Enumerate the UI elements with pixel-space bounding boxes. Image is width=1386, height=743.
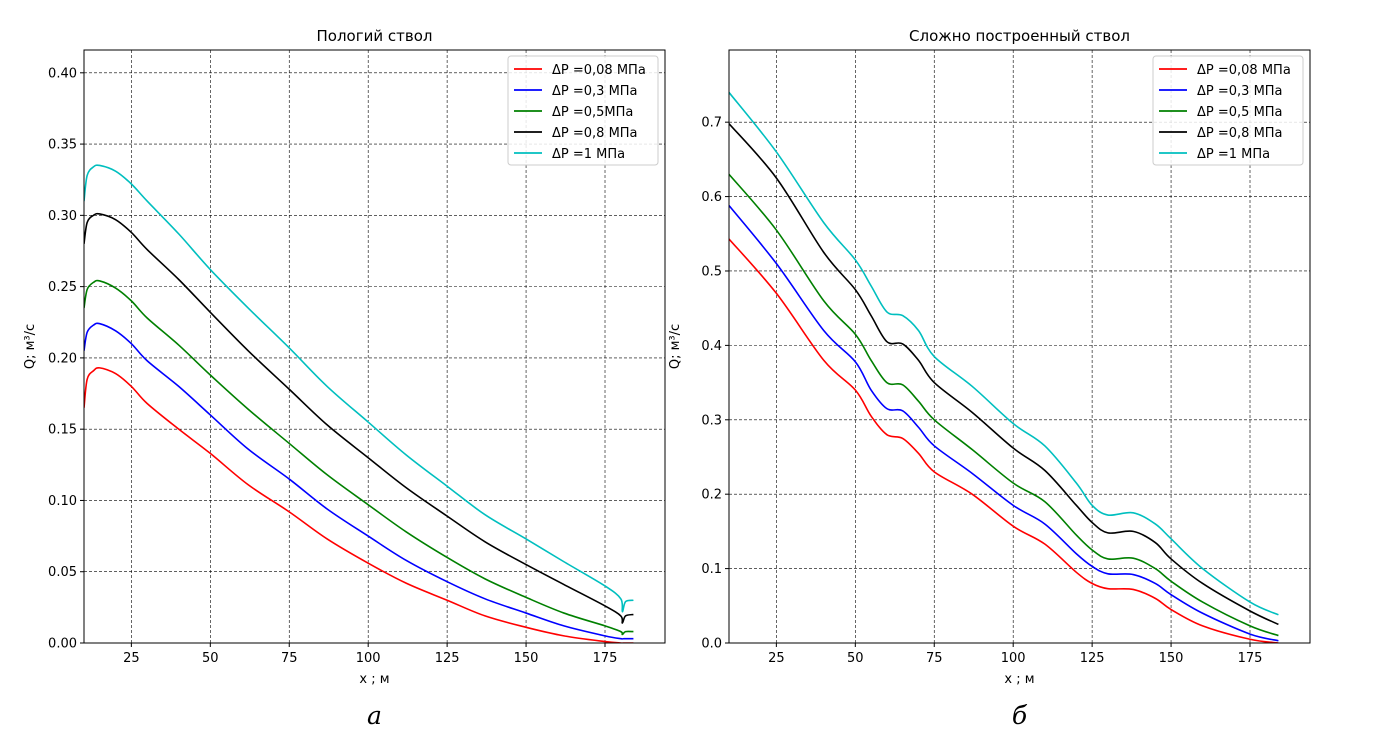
y-tick-label: 0.30	[48, 209, 77, 224]
x-tick-label: 100	[1001, 651, 1026, 666]
y-tick-label: 0.6	[701, 190, 722, 205]
chart-2: 25 50 75 100 125 150 175 0.0 0.1 0.2 0.3 0.4 0.5 0.6 0…	[668, 27, 1311, 730]
legend-label: ΔP =0,5 МПа	[1197, 105, 1283, 120]
y-tick-label: 0.25	[48, 280, 77, 295]
x-tick-label: 100	[356, 651, 381, 666]
x-tick-label: 25	[123, 651, 140, 666]
x-axis-label: x ; м	[359, 672, 389, 687]
series-line-5	[84, 164, 634, 613]
legend-frame	[507, 55, 659, 166]
x-tick-label: 150	[514, 651, 539, 666]
y-tick-label: 0.15	[48, 423, 77, 438]
x-tick-label: 25	[768, 651, 785, 666]
x-tick-label: 50	[847, 651, 864, 666]
x-tick-label: 75	[281, 651, 298, 666]
x-axis-label: x ; м	[1004, 672, 1034, 687]
x-tick-label: 175	[1238, 651, 1263, 666]
plot-frame	[728, 49, 1311, 644]
x-tick-label: 175	[593, 651, 618, 666]
legend-label: ΔP =0,3 МПа	[552, 84, 638, 99]
legend-label: ΔP =0,3 МПа	[1197, 84, 1283, 99]
y-axis-label: Q; м³/с	[668, 324, 683, 369]
chart-title: Сложно построенный ствол	[909, 27, 1130, 45]
subfigure-label: б	[1012, 701, 1028, 730]
legend-label: ΔP =0,8 МПа	[1197, 126, 1283, 141]
series-line-2	[729, 204, 1279, 642]
y-tick-label: 0.0	[701, 637, 722, 652]
chart-1: 25 50 75 100 125 150 175 0.00 0.05 0.10 0.15 0.20 0.…	[23, 27, 666, 730]
y-tick-label: 0.2	[701, 488, 722, 503]
legend-label: ΔP =0,5МПа	[552, 105, 633, 120]
y-tick-label: 0.35	[48, 138, 77, 153]
x-tick-label: 50	[202, 651, 219, 666]
plot-frame	[83, 49, 666, 644]
x-tick-label: 150	[1159, 651, 1184, 666]
legend-label: ΔP =1 МПа	[1197, 147, 1270, 162]
y-tick-label: 0.7	[701, 116, 722, 131]
y-tick-label: 0.00	[48, 637, 77, 652]
y-tick-label: 0.3	[701, 413, 722, 428]
y-axis-label: Q; м³/с	[23, 324, 38, 369]
legend-label: ΔP =1 МПа	[552, 147, 625, 162]
series-line-1	[729, 238, 1279, 643]
y-tick-label: 0.10	[48, 494, 77, 509]
y-tick-label: 0.4	[701, 339, 722, 354]
series-line-2	[84, 322, 634, 640]
legend-label: ΔP =0,08 МПа	[1197, 63, 1291, 78]
legend-frame	[1152, 55, 1304, 166]
legend-label: ΔP =0,08 МПа	[552, 63, 646, 78]
x-tick-label: 125	[1080, 651, 1105, 666]
x-tick-label: 75	[926, 651, 943, 666]
y-tick-label: 0.1	[701, 562, 722, 577]
y-tick-label: 0.40	[48, 66, 77, 81]
series-line-3	[84, 279, 634, 636]
y-tick-label: 0.20	[48, 351, 77, 366]
y-tick-label: 0.5	[701, 264, 722, 279]
subfigure-label: а	[367, 701, 382, 730]
legend: ΔP =0,08 МПа ΔP =0,3 МПа ΔP =0,5 МПа ΔP =0,…	[1152, 55, 1304, 166]
series-line-1	[84, 366, 634, 643]
series-line-4	[84, 212, 634, 624]
series-line-5	[729, 91, 1279, 616]
legend: ΔP =0,08 МПа ΔP =0,3 МПа ΔP =0,5МПа ΔP =0,8…	[507, 55, 659, 166]
chart-title: Пологий ствол	[317, 27, 433, 45]
legend-label: ΔP =0,8 МПа	[552, 126, 638, 141]
series-line-4	[729, 123, 1279, 626]
y-tick-label: 0.05	[48, 565, 77, 580]
x-tick-label: 125	[435, 651, 460, 666]
series-line-3	[729, 173, 1279, 637]
